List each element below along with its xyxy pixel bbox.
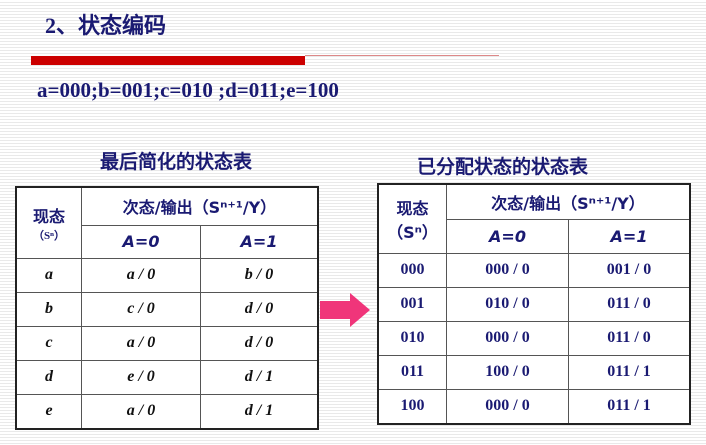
a0-header: A=0	[446, 218, 569, 254]
left-table-caption: 最后简化的状态表	[100, 151, 253, 173]
header-label: 现态	[396, 198, 429, 218]
a1-header: A=1	[200, 224, 319, 259]
a0-header: A=0	[81, 224, 201, 259]
a1-header: A=1	[568, 218, 691, 254]
next-a0-cell: 010 / 0	[446, 286, 569, 322]
present-state-cell: c	[15, 325, 82, 361]
next-a1-cell: d / 1	[200, 393, 319, 429]
header-sub: （Sⁿ）	[387, 222, 438, 242]
present-state-cell: a	[15, 257, 82, 293]
table-row: 000 000 / 0 001 / 0	[377, 252, 691, 288]
next-a1-cell: d / 1	[200, 359, 319, 395]
right-table-caption: 已分配状态的状态表	[417, 156, 589, 178]
next-a1-cell: d / 0	[200, 325, 319, 361]
next-a1-cell: 001 / 0	[568, 252, 691, 288]
next-a0-cell: 000 / 0	[446, 320, 569, 356]
slide-title: 2、状态编码	[45, 13, 167, 38]
next-a1-cell: 011 / 1	[568, 388, 691, 424]
next-a1-cell: 011 / 0	[568, 320, 691, 356]
next-a0-cell: a / 0	[81, 325, 201, 361]
next-a1-cell: 011 / 0	[568, 286, 691, 322]
next-a0-cell: c / 0	[81, 291, 201, 327]
present-state-cell: 000	[377, 252, 447, 288]
next-a0-cell: 000 / 0	[446, 252, 569, 288]
next-state-header: 次态/输出（Sⁿ⁺¹/Y）	[446, 183, 691, 220]
accent-bar	[31, 56, 305, 65]
divider	[305, 55, 499, 56]
encoding-text: a=000;b=001;c=010 ;d=011;e=100	[37, 78, 339, 102]
assigned-state-table: 现态 （Sⁿ） 次态/输出（Sⁿ⁺¹/Y） A=0 A=1 000 000 / 0 00…	[377, 183, 691, 425]
table-row: 100 000 / 0 011 / 1	[377, 388, 691, 424]
present-state-cell: d	[15, 359, 82, 395]
present-state-cell: e	[15, 393, 82, 429]
present-state-cell: 001	[377, 286, 447, 322]
table-row: 011 100 / 0 011 / 1	[377, 354, 691, 390]
next-a0-cell: e / 0	[81, 359, 201, 395]
present-state-cell: 011	[377, 354, 447, 390]
present-state-header: 现态 （Sⁿ）	[15, 186, 82, 259]
next-a0-cell: 100 / 0	[446, 354, 569, 390]
next-a0-cell: 000 / 0	[446, 388, 569, 424]
present-state-header: 现态 （Sⁿ）	[377, 183, 447, 254]
table-row: 001 010 / 0 011 / 0	[377, 286, 691, 322]
right-arrow-icon	[320, 293, 370, 327]
header-label: 现态	[32, 206, 65, 226]
present-state-cell: 100	[377, 388, 447, 424]
next-state-header: 次态/输出（Sⁿ⁺¹/Y）	[81, 186, 319, 226]
present-state-cell: 010	[377, 320, 447, 356]
header-sub: （Sⁿ）	[33, 229, 65, 242]
next-a1-cell: 011 / 1	[568, 354, 691, 390]
table-row: 010 000 / 0 011 / 0	[377, 320, 691, 356]
next-a1-cell: b / 0	[200, 257, 319, 293]
next-a1-cell: d / 0	[200, 291, 319, 327]
present-state-cell: b	[15, 291, 82, 327]
next-a0-cell: a / 0	[81, 257, 201, 293]
next-a0-cell: a / 0	[81, 393, 201, 429]
